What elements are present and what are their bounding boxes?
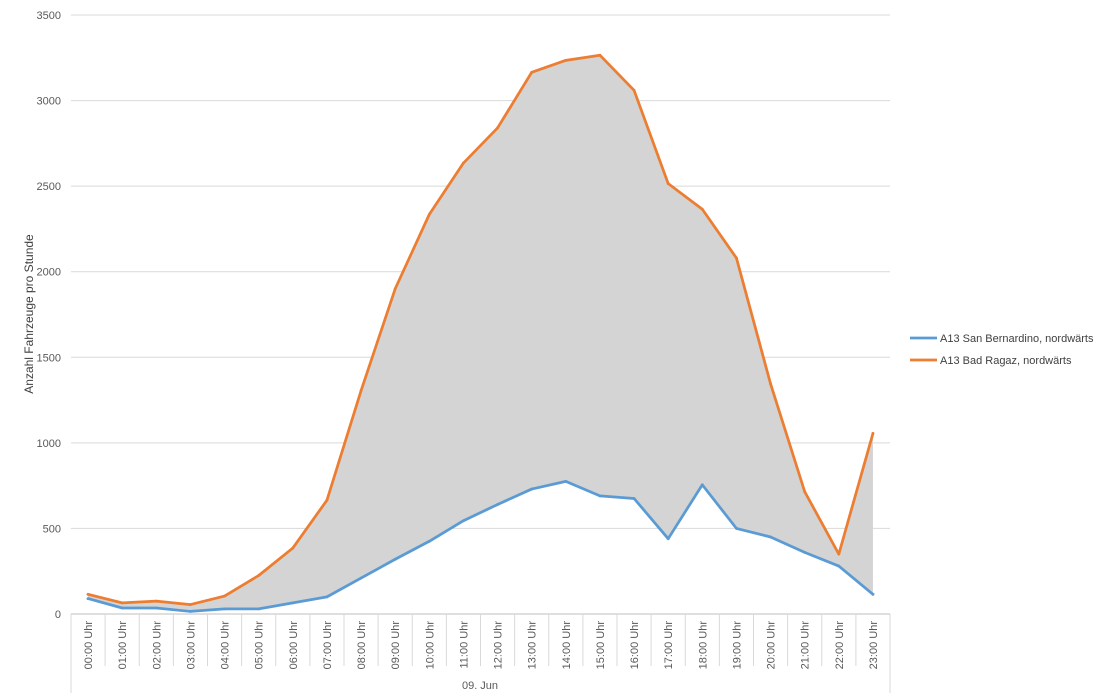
x-tick-label: 23:00 Uhr bbox=[868, 621, 880, 670]
data-point bbox=[837, 564, 841, 568]
data-point bbox=[632, 497, 636, 500]
data-point bbox=[666, 537, 670, 541]
x-tick-label: 15:00 Uhr bbox=[595, 621, 607, 670]
x-tick-label: 14:00 Uhr bbox=[561, 621, 573, 670]
series-line-0 bbox=[86, 479, 875, 613]
data-point bbox=[120, 601, 124, 605]
data-point bbox=[291, 546, 295, 550]
data-point bbox=[735, 256, 738, 260]
data-point bbox=[462, 161, 465, 165]
x-tick-label: 22:00 Uhr bbox=[834, 621, 846, 670]
x-tick-label: 02:00 Uhr bbox=[151, 621, 163, 670]
x-tick-label: 06:00 Uhr bbox=[288, 621, 300, 670]
data-point bbox=[496, 503, 499, 506]
data-point bbox=[496, 126, 499, 130]
x-tick-label: 17:00 Uhr bbox=[663, 621, 675, 670]
data-point bbox=[530, 70, 534, 74]
data-point bbox=[154, 606, 158, 610]
data-point bbox=[291, 601, 295, 605]
x-tick-label: 19:00 Uhr bbox=[731, 621, 743, 670]
y-tick-label: 1500 bbox=[37, 352, 61, 364]
data-point bbox=[871, 432, 875, 435]
data-point bbox=[666, 182, 670, 185]
data-point bbox=[189, 610, 192, 613]
data-point bbox=[632, 88, 636, 92]
data-point bbox=[803, 490, 807, 494]
data-point bbox=[359, 389, 363, 393]
data-point bbox=[154, 599, 158, 603]
data-point bbox=[769, 382, 772, 386]
data-point bbox=[257, 574, 261, 577]
y-tick-label: 2000 bbox=[37, 267, 61, 279]
x-tick-label: 07:00 Uhr bbox=[322, 621, 334, 670]
data-point bbox=[769, 535, 772, 539]
y-tick-label: 3000 bbox=[37, 96, 61, 108]
y-tick-label: 2500 bbox=[37, 181, 61, 193]
data-point bbox=[223, 594, 226, 598]
x-tick-label: 12:00 Uhr bbox=[493, 621, 505, 670]
data-point bbox=[837, 552, 841, 556]
x-axis: 00:00 Uhr 01:00 Uhr 02:00 Uhr 03:00 Uhr 04:0… bbox=[70, 614, 891, 693]
legend: A13 San Bernardino, nordwärts A13 Bad Rag… bbox=[910, 333, 1094, 367]
data-point bbox=[700, 483, 704, 487]
data-point bbox=[564, 479, 568, 483]
x-tick-label: 11:00 Uhr bbox=[458, 621, 470, 669]
y-tick-label: 3500 bbox=[37, 10, 61, 22]
legend-entry: A13 San Bernardino, nordwärts bbox=[940, 333, 1094, 345]
data-point bbox=[530, 487, 534, 491]
x-tick-label: 13:00 Uhr bbox=[527, 621, 539, 670]
x-tick-label: 03:00 Uhr bbox=[185, 621, 197, 670]
x-tick-label: 20:00 Uhr bbox=[766, 621, 778, 670]
data-point bbox=[462, 519, 465, 523]
data-point bbox=[564, 58, 568, 62]
x-tick-label: 01:00 Uhr bbox=[117, 621, 129, 670]
data-point bbox=[86, 597, 90, 600]
data-point bbox=[700, 207, 704, 211]
data-point bbox=[120, 606, 124, 610]
data-point bbox=[871, 592, 875, 596]
data-point bbox=[735, 527, 738, 530]
series-line-1 bbox=[86, 53, 875, 606]
x-tick-label: 16:00 Uhr bbox=[629, 621, 641, 670]
x-tick-label: 10:00 Uhr bbox=[424, 621, 436, 670]
data-point bbox=[86, 592, 90, 596]
x-tick-label: 04:00 Uhr bbox=[220, 621, 232, 670]
data-point bbox=[598, 494, 602, 498]
data-point bbox=[393, 557, 397, 561]
data-point bbox=[598, 53, 602, 57]
y-tick-label: 0 bbox=[55, 609, 61, 621]
data-point bbox=[189, 603, 192, 606]
x-tick-label: 21:00 Uhr bbox=[800, 621, 812, 670]
y-axis-ticks: 0 500 1000 1500 2000 2500 3000 3500 bbox=[37, 10, 61, 621]
data-point bbox=[803, 550, 807, 554]
fill-between-area bbox=[88, 55, 873, 612]
data-point bbox=[325, 498, 329, 502]
x-group-label: 09. Jun bbox=[462, 680, 498, 692]
data-point bbox=[393, 287, 397, 291]
data-point bbox=[257, 607, 261, 611]
x-tick-label: 18:00 Uhr bbox=[697, 621, 709, 670]
y-axis-label: Anzahl Fahrzeuge pro Stunde bbox=[22, 234, 36, 394]
x-tick-label: 08:00 Uhr bbox=[356, 621, 368, 670]
area-between-series bbox=[88, 55, 873, 612]
legend-entry: A13 Bad Ragaz, nordwärts bbox=[940, 355, 1072, 367]
y-tick-label: 500 bbox=[43, 523, 61, 535]
data-point bbox=[223, 607, 226, 611]
data-point bbox=[325, 595, 329, 599]
x-tick-label: 00:00 Uhr bbox=[83, 621, 95, 670]
series-lines bbox=[86, 53, 875, 613]
data-point bbox=[427, 212, 431, 216]
data-point bbox=[359, 576, 363, 580]
y-tick-label: 1000 bbox=[37, 438, 61, 450]
x-tick-label: 09:00 Uhr bbox=[390, 621, 402, 670]
x-tick-label: 05:00 Uhr bbox=[254, 621, 266, 670]
data-point bbox=[427, 539, 431, 543]
